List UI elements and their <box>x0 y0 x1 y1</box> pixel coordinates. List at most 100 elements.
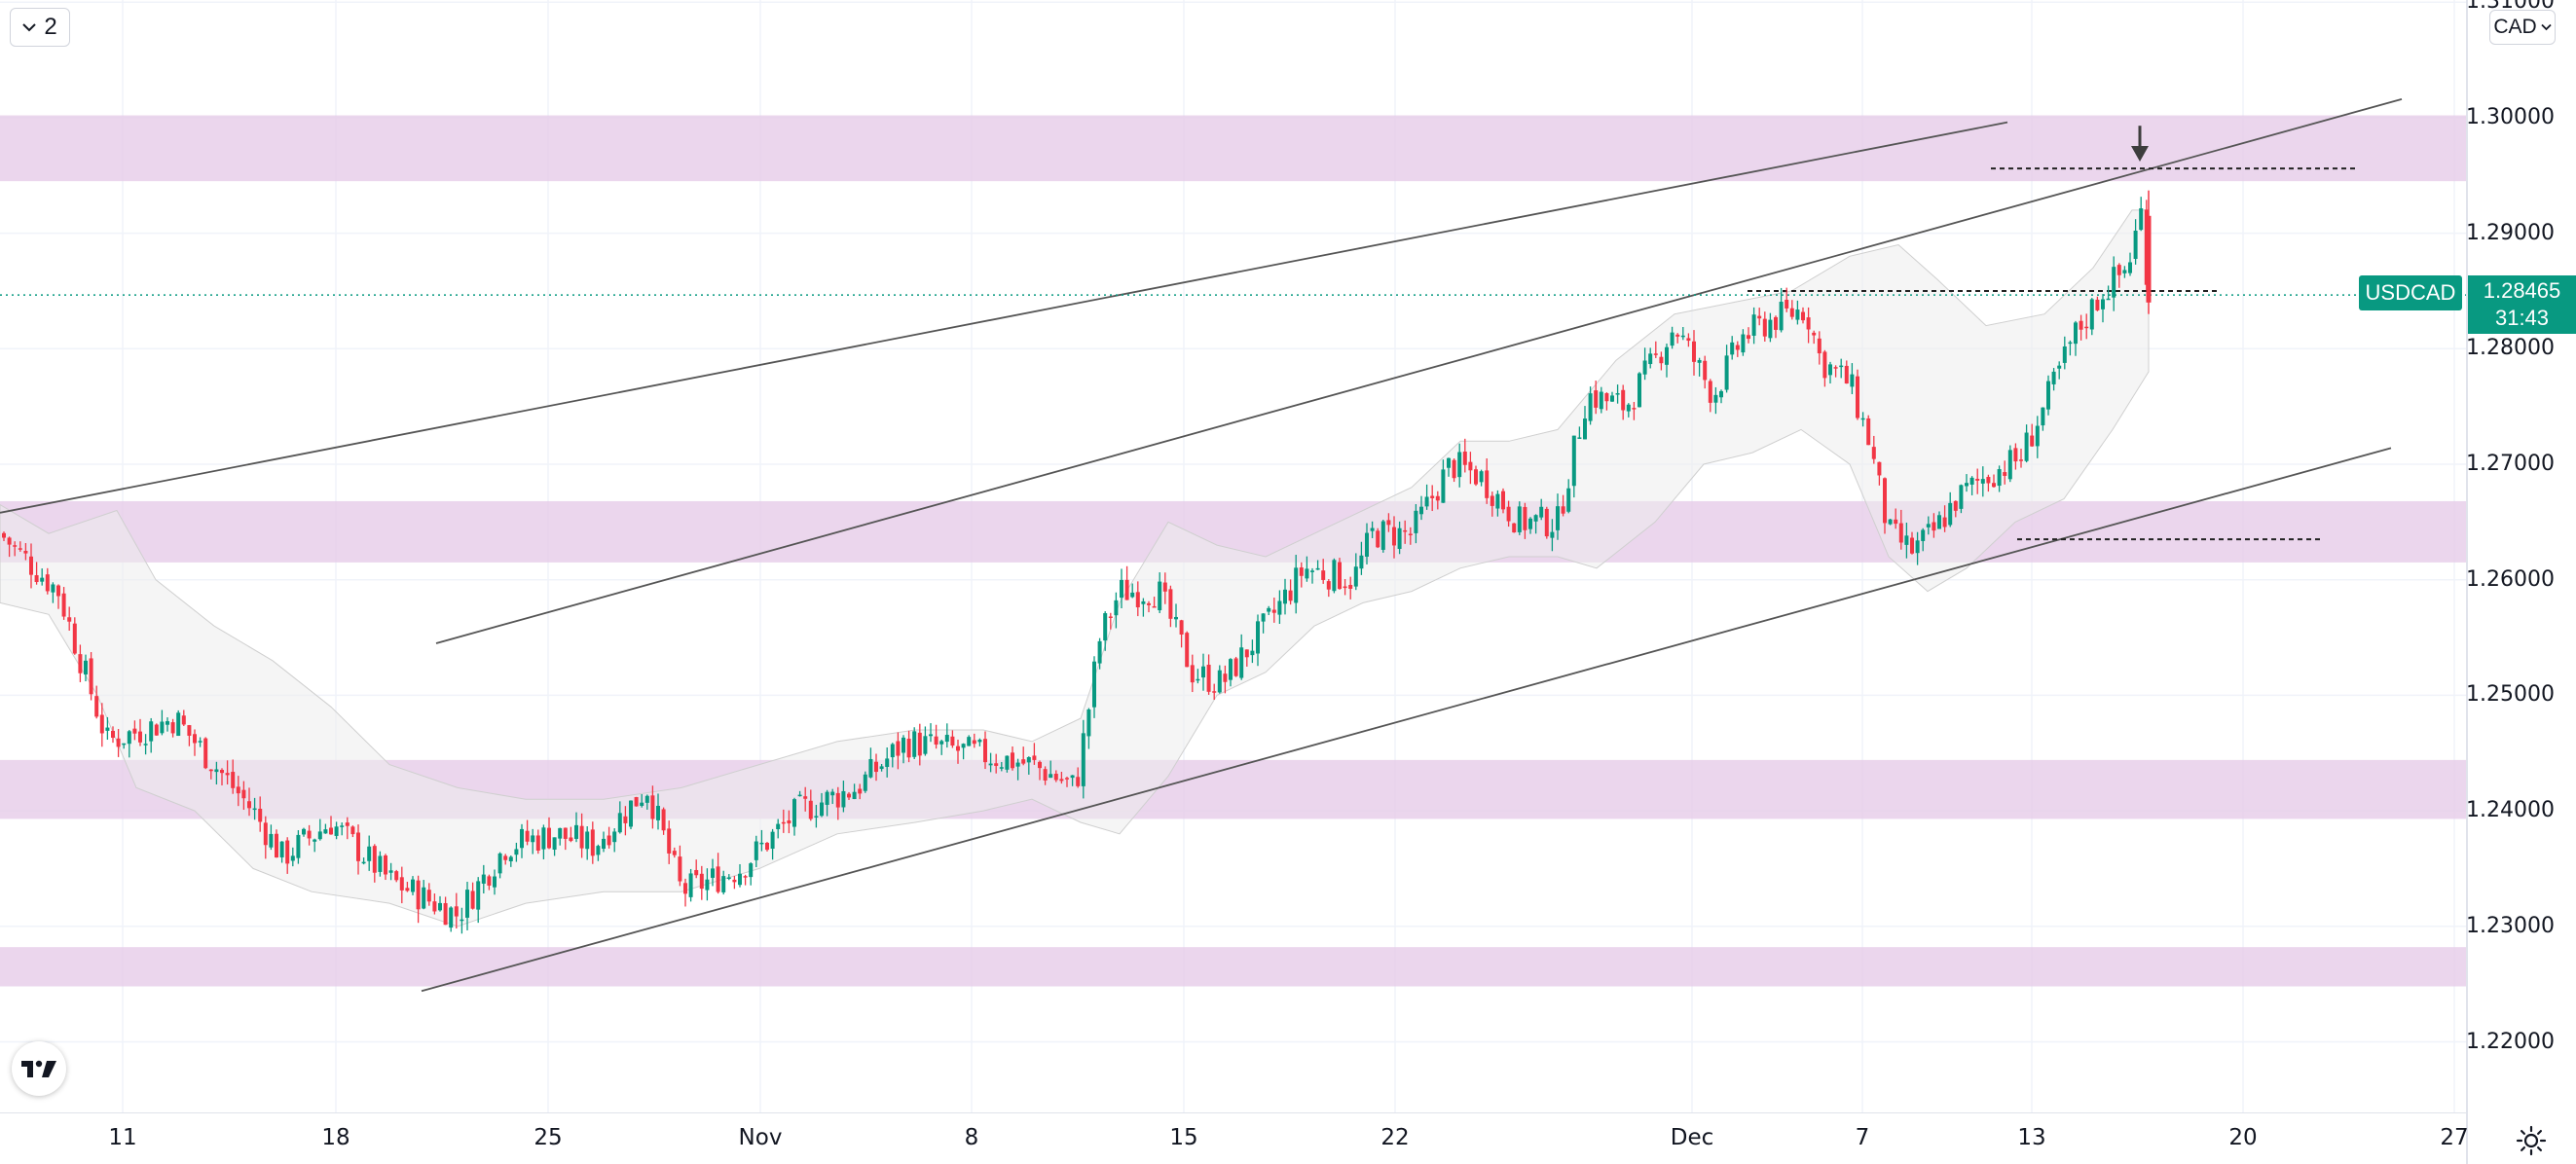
candle <box>1049 760 1053 779</box>
candle <box>1856 369 1859 420</box>
candle <box>1583 406 1587 440</box>
candle <box>460 907 464 934</box>
candle <box>1697 357 1702 377</box>
candle <box>1233 656 1238 677</box>
candle <box>307 824 312 846</box>
candle <box>1850 363 1855 395</box>
candle <box>84 654 88 682</box>
candle <box>67 606 72 632</box>
candle <box>1283 578 1287 615</box>
candle <box>2068 340 2073 356</box>
candle <box>977 738 982 746</box>
candle <box>1011 746 1014 771</box>
candle <box>214 761 219 785</box>
candle <box>1544 506 1549 539</box>
candle <box>78 644 83 682</box>
candle <box>1670 326 1674 349</box>
candle <box>923 726 928 756</box>
price-tick-label: 1.26000 <box>2466 566 2555 592</box>
candle <box>1288 579 1293 605</box>
candle <box>1828 361 1832 384</box>
trendline-1[interactable] <box>435 98 2403 644</box>
dashed-levels <box>1748 167 2359 541</box>
candle <box>2019 448 2023 468</box>
candle <box>830 788 835 805</box>
candle <box>384 854 387 881</box>
candle <box>1267 605 1271 616</box>
candle <box>1795 300 1800 325</box>
candle <box>7 536 12 558</box>
candle <box>835 786 840 820</box>
candle <box>738 863 742 888</box>
candle <box>629 800 633 830</box>
candle <box>1271 597 1276 623</box>
candle <box>934 724 938 749</box>
candle <box>1648 347 1653 369</box>
price-tick-label: 1.30000 <box>2466 104 2555 129</box>
candle <box>841 781 846 813</box>
price-tick-label: 1.25000 <box>2466 682 2555 708</box>
candle <box>902 735 905 764</box>
candle <box>1332 558 1337 594</box>
candle <box>1719 389 1723 404</box>
candle <box>127 730 131 758</box>
candle <box>166 717 169 732</box>
time-tick-label: 8 <box>964 1125 979 1150</box>
symbol-label: USDCAD <box>2359 275 2462 310</box>
candle <box>160 709 165 736</box>
candle <box>1485 457 1490 504</box>
currency-label: CAD <box>2493 16 2537 38</box>
chevron-down-icon <box>22 23 37 32</box>
candle-last <box>2146 190 2152 314</box>
candle <box>72 617 77 655</box>
currency-dropdown-button[interactable]: CAD <box>2489 10 2556 45</box>
interval-dropdown-button[interactable]: 2 <box>10 8 70 47</box>
candle <box>1898 509 1903 550</box>
candle <box>1665 344 1669 378</box>
price-chart[interactable] <box>0 0 2466 1112</box>
candle <box>1571 435 1576 498</box>
candle <box>1206 654 1211 695</box>
candle <box>1479 469 1484 487</box>
candle <box>1026 756 1031 775</box>
candle <box>994 753 999 774</box>
candle <box>1168 585 1173 628</box>
candle <box>1692 330 1696 376</box>
gear-icon[interactable] <box>2512 1121 2551 1160</box>
candle <box>416 875 421 924</box>
candle <box>1599 386 1603 414</box>
candle <box>906 730 911 763</box>
candle <box>1680 327 1685 341</box>
candle <box>650 785 655 829</box>
candle <box>1604 392 1609 411</box>
candle <box>508 855 513 867</box>
candle <box>1932 513 1936 538</box>
candle <box>2133 219 2138 265</box>
candle <box>743 874 748 886</box>
candle <box>208 769 213 780</box>
tradingview-logo-icon[interactable] <box>12 1041 66 1096</box>
candle <box>574 812 578 843</box>
candle <box>596 844 601 861</box>
candle <box>1414 503 1418 544</box>
candle <box>781 809 786 833</box>
candle <box>579 813 584 858</box>
candle <box>1108 612 1113 630</box>
candle <box>634 796 639 807</box>
time-tick-label: 27 <box>2440 1125 2469 1150</box>
price-tick-label: 1.28000 <box>2466 336 2555 361</box>
candle <box>388 862 393 881</box>
candle <box>1883 477 1887 534</box>
trendline-0[interactable] <box>0 121 2008 514</box>
candle <box>2095 296 2100 311</box>
candle <box>1566 479 1571 514</box>
time-tick-label: 18 <box>321 1125 350 1150</box>
candle <box>1038 760 1042 781</box>
candle <box>1053 770 1058 782</box>
candle <box>972 733 976 748</box>
candle <box>290 847 295 867</box>
candle <box>1741 329 1746 356</box>
candle <box>13 541 18 557</box>
candle <box>40 568 45 586</box>
candle <box>1419 495 1423 521</box>
